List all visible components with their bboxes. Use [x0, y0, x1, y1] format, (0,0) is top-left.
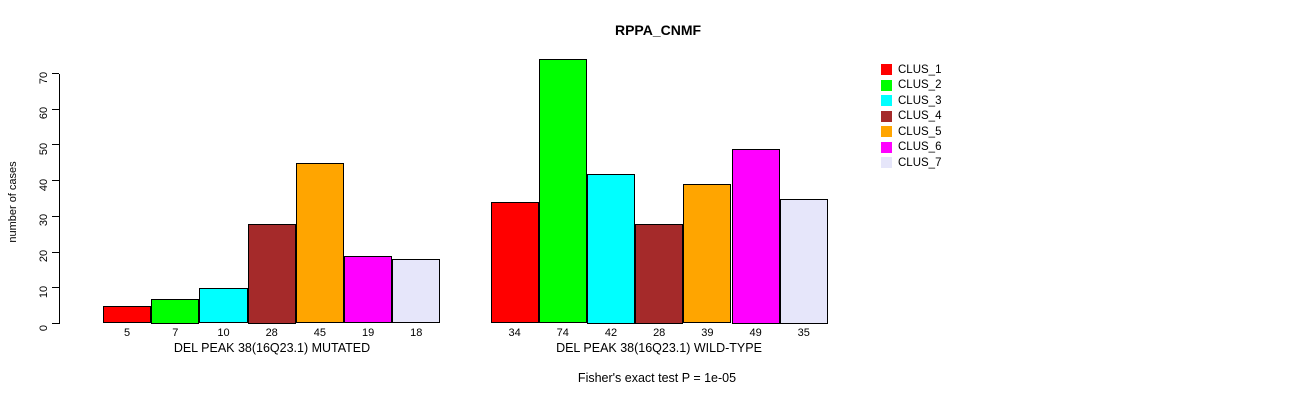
bar-value-label: 74: [556, 327, 569, 339]
bar-value-label: 7: [172, 327, 179, 339]
bar-clus_6: [344, 255, 393, 324]
bar-clus_6: [731, 148, 780, 324]
legend: CLUS_1 CLUS_2 CLUS_3 CLUS_4 CLUS_5 CLUS_6 CLUS…: [881, 63, 1001, 173]
legend-label: CLUS_5: [898, 125, 942, 138]
y-tick: [52, 323, 59, 324]
bar-value-label: 18: [410, 327, 423, 339]
bar-clus_3: [586, 173, 636, 324]
legend-item: CLUS_1: [881, 63, 941, 76]
y-tick: [52, 251, 59, 253]
legend-item: CLUS_6: [881, 141, 941, 154]
bar-clus_7: [779, 198, 828, 324]
bar-clus_2: [151, 298, 200, 324]
legend-swatch-icon: [881, 157, 892, 168]
bar-clus_1: [490, 202, 539, 324]
bar-value-label: 39: [701, 327, 714, 339]
bar-clus_3: [199, 287, 248, 324]
bar-clus_7: [392, 259, 441, 324]
bar-value-label: 34: [508, 327, 521, 339]
chart-title: RPPA_CNMF: [614, 22, 702, 38]
y-tick: [52, 144, 59, 146]
y-tick: [52, 108, 59, 110]
legend-swatch-icon: [881, 110, 892, 122]
group-label-wildtype: DEL PEAK 38(16Q23.1) WILD-TYPE: [556, 341, 762, 355]
legend-label: CLUS_7: [898, 156, 942, 169]
group-label-mutated: DEL PEAK 38(16Q23.1) MUTATED: [173, 341, 371, 355]
y-axis-line: [59, 73, 60, 324]
bar-clus_4: [247, 223, 296, 324]
bar-value-label: 35: [797, 327, 810, 339]
y-tick: [52, 180, 59, 182]
legend-item: CLUS_3: [881, 94, 941, 107]
y-tick: [52, 73, 59, 74]
y-tick-label: 10: [38, 285, 50, 298]
legend-label: CLUS_2: [898, 79, 942, 91]
bar-clus_5: [683, 184, 732, 324]
bar-value-label: 5: [124, 327, 131, 339]
legend-swatch-icon: [881, 95, 892, 106]
legend-label: CLUS_3: [898, 94, 942, 107]
legend-swatch-icon: [881, 64, 892, 75]
y-tick: [52, 287, 59, 289]
legend-item: CLUS_5: [881, 125, 941, 138]
bar-clus_1: [103, 305, 152, 324]
legend-label: CLUS_4: [898, 110, 942, 122]
bar-value-label: 42: [604, 327, 618, 339]
bar-clus_5: [295, 162, 344, 324]
y-tick-label: 60: [38, 107, 50, 120]
y-axis-title: number of cases: [7, 161, 19, 243]
legend-label: CLUS_1: [898, 63, 942, 76]
y-tick-label: 50: [38, 142, 50, 156]
y-tick-label: 30: [38, 214, 50, 227]
bar-value-label: 45: [313, 327, 327, 339]
bar-value-label: 10: [217, 327, 230, 339]
y-tick: [52, 215, 59, 217]
y-tick-label: 70: [38, 71, 50, 84]
bar-value-label: 28: [265, 327, 278, 339]
y-tick-label: 0: [38, 324, 50, 331]
fisher-test-annotation: Fisher's exact test P = 1e-05: [577, 371, 737, 385]
legend-swatch-icon: [881, 141, 892, 153]
bar-clus_4: [635, 223, 684, 324]
bar-clus_2: [538, 59, 587, 324]
legend-item: CLUS_7: [881, 156, 941, 169]
legend-item: CLUS_4: [881, 110, 941, 123]
legend-label: CLUS_6: [898, 141, 942, 153]
bar-value-label: 19: [361, 327, 375, 339]
legend-item: CLUS_2: [881, 79, 941, 92]
legend-swatch-icon: [881, 79, 892, 91]
legend-swatch-icon: [881, 126, 892, 137]
bar-value-label: 28: [653, 327, 666, 339]
y-tick-label: 20: [38, 249, 50, 263]
bar-value-label: 49: [749, 327, 762, 339]
y-tick-label: 40: [38, 178, 50, 191]
